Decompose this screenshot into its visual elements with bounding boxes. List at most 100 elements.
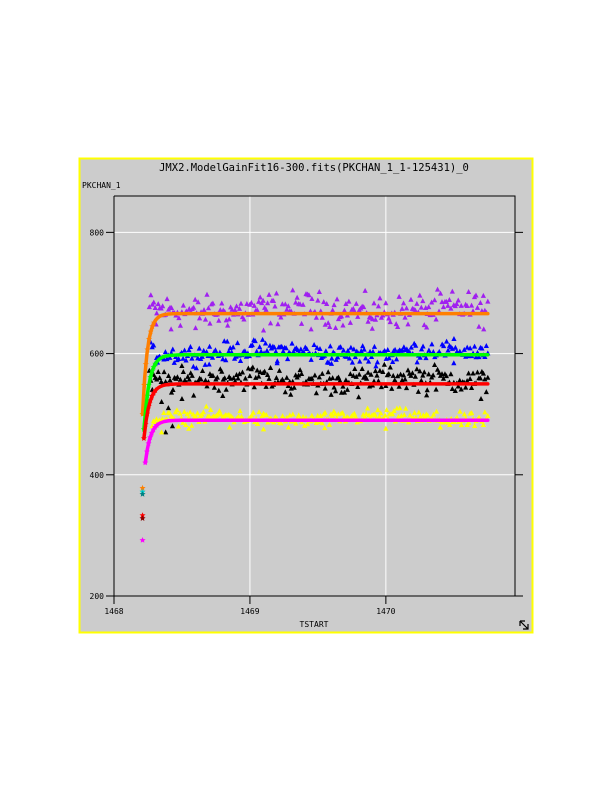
- data-point: [224, 338, 230, 344]
- data-point: [440, 375, 447, 381]
- data-point: [241, 387, 247, 393]
- data-point: [206, 413, 212, 419]
- data-point: [201, 307, 207, 313]
- data-point: [361, 346, 367, 352]
- data-point: [451, 335, 457, 341]
- data-point: [323, 348, 329, 354]
- data-point: [461, 346, 467, 352]
- data-point-outlier: [153, 321, 159, 327]
- data-point: [458, 422, 465, 428]
- data-point: [301, 422, 308, 428]
- data-point: [278, 314, 284, 320]
- y-tick-label: 200: [90, 592, 105, 601]
- data-point: [432, 362, 438, 368]
- data-point: [454, 301, 460, 307]
- data-point: [455, 383, 461, 389]
- data-point: [375, 407, 381, 413]
- data-point: [412, 373, 418, 379]
- data-point: [337, 377, 343, 383]
- data-point-outlier: [179, 396, 185, 402]
- data-point: [393, 356, 400, 362]
- data-point: [168, 304, 175, 310]
- data-point: [468, 302, 475, 308]
- data-point: [176, 356, 182, 362]
- data-point: [421, 369, 427, 375]
- data-point: [241, 316, 247, 322]
- data-point: [319, 314, 325, 320]
- data-point: [248, 299, 254, 305]
- data-point: [151, 342, 157, 348]
- data-point-outlier: [158, 429, 165, 435]
- data-point: [202, 361, 208, 367]
- data-point: [422, 413, 428, 419]
- data-point: [372, 411, 378, 417]
- data-point: [471, 343, 478, 349]
- data-point: [401, 411, 407, 417]
- data-point: [468, 385, 475, 391]
- chart-title: JMX2.ModelGainFit16-300.fits(PKCHAN_1_1-…: [159, 162, 469, 174]
- data-point: [448, 305, 454, 311]
- data-point: [312, 372, 318, 378]
- data-point: [154, 376, 160, 382]
- data-point: [297, 301, 303, 307]
- resize-corner-icon[interactable]: [518, 619, 530, 631]
- data-point: [235, 375, 241, 381]
- data-point: [180, 419, 186, 425]
- y-tick-label: 800: [90, 228, 105, 237]
- data-point: [253, 374, 259, 380]
- data-point: [326, 421, 333, 427]
- data-point: [159, 415, 165, 421]
- data-point: [180, 302, 186, 308]
- data-point: [214, 374, 220, 380]
- data-point: [346, 298, 352, 304]
- data-point: [463, 384, 469, 390]
- data-point: [210, 372, 216, 378]
- data-point: [482, 376, 488, 382]
- data-point: [244, 300, 250, 306]
- data-point: [327, 343, 333, 349]
- data-point-outlier: [288, 391, 294, 397]
- data-point: [194, 410, 201, 416]
- data-point: [329, 355, 335, 361]
- data-point: [192, 296, 198, 302]
- data-point: [300, 301, 306, 307]
- data-point: [210, 300, 216, 306]
- data-point: [232, 378, 238, 384]
- data-point: [395, 373, 401, 379]
- data-point-outlier: [169, 423, 176, 429]
- data-point: [319, 420, 325, 426]
- data-point: [304, 346, 310, 352]
- fit-curve: [143, 418, 490, 465]
- data-point: [176, 315, 182, 321]
- data-point: [391, 407, 397, 413]
- data-point: [284, 306, 290, 312]
- early-data-point: [139, 484, 146, 491]
- data-point: [480, 422, 487, 428]
- data-point: [340, 322, 346, 328]
- data-point: [273, 348, 279, 354]
- data-point: [259, 336, 266, 342]
- data-point: [324, 301, 330, 307]
- data-point: [298, 371, 305, 377]
- data-point: [447, 421, 453, 427]
- data-point: [162, 349, 169, 355]
- data-point: [386, 355, 392, 361]
- data-point: [358, 348, 364, 354]
- data-point: [374, 372, 380, 378]
- data-point: [161, 410, 167, 416]
- data-point: [293, 420, 299, 426]
- data-point: [384, 407, 390, 413]
- data-point: [250, 409, 256, 415]
- data-point: [430, 411, 437, 417]
- data-point: [223, 357, 229, 363]
- data-point: [480, 292, 486, 298]
- data-point-outlier: [424, 392, 430, 398]
- data-point: [346, 355, 353, 361]
- data-point: [284, 374, 290, 380]
- data-point: [376, 413, 382, 419]
- data-point: [226, 348, 232, 354]
- data-point: [464, 303, 470, 309]
- data-point: [325, 369, 331, 375]
- data-point: [420, 343, 426, 349]
- data-point: [375, 378, 382, 384]
